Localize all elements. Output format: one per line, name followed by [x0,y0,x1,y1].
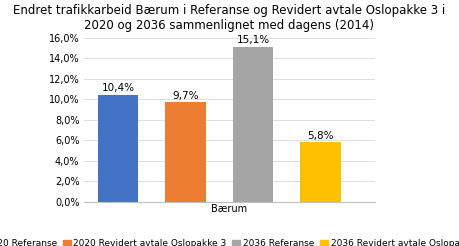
Bar [165,102,206,202]
Text: 15,1%: 15,1% [236,35,270,45]
Text: 5,8%: 5,8% [308,131,334,141]
Text: 9,7%: 9,7% [173,91,199,101]
Bar [98,95,138,202]
Bar [300,142,341,202]
Title: Endret trafikkarbeid Bærum i Referanse og Revidert avtale Oslopakke 3 i
2020 og : Endret trafikkarbeid Bærum i Referanse o… [13,4,446,32]
Bar [233,47,274,202]
X-axis label: Bærum: Bærum [212,204,247,215]
Legend: 2020 Referanse, 2020 Revidert avtale Oslopakke 3, 2036 Referanse, 2036 Revidert : 2020 Referanse, 2020 Revidert avtale Osl… [0,236,459,246]
Text: 10,4%: 10,4% [101,83,134,93]
